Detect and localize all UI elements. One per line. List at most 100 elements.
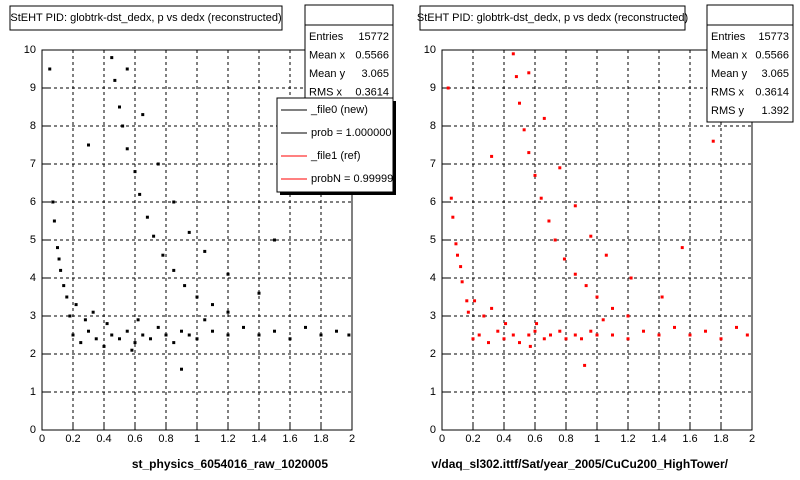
stats-value: 3.065: [361, 68, 389, 80]
point: [94, 337, 98, 341]
chart-title: StEHT PID: globtrk-dst_dedx, p vs dedx (…: [10, 12, 281, 24]
point: [118, 337, 121, 341]
stats-value: 1.392: [761, 105, 789, 117]
point: [533, 173, 537, 177]
point: [152, 234, 156, 238]
point: [138, 192, 142, 196]
x-tick-label: 1.2: [220, 433, 235, 445]
point: [595, 333, 599, 337]
point: [68, 314, 72, 318]
x-tick-label: 1.4: [651, 433, 666, 445]
y-tick-label: 10: [24, 44, 36, 56]
point: [149, 337, 152, 341]
stats-value: 15772: [358, 31, 389, 43]
point: [459, 265, 463, 269]
point: [735, 325, 738, 329]
point: [91, 310, 95, 314]
title-box: [9, 5, 283, 31]
x-tick-label: 0.4: [96, 433, 111, 445]
point: [660, 295, 664, 299]
legend-box: [276, 97, 394, 193]
y-tick-label: 10: [424, 44, 436, 56]
point: [680, 246, 684, 250]
point: [745, 333, 749, 337]
chart-title: StEHT PID: globtrk-dst_dedx, p vs dedx (…: [417, 12, 688, 24]
point: [51, 200, 55, 204]
point: [611, 306, 614, 310]
y-tick-label: 2: [30, 348, 36, 360]
x-axis-label: st_physics_6054016_raw_1020005: [132, 457, 328, 471]
y-tick-label: 0: [30, 424, 36, 436]
point: [589, 234, 593, 238]
point: [477, 333, 481, 337]
plot-frame: [41, 49, 353, 431]
point: [59, 268, 63, 272]
point: [583, 363, 587, 367]
x-tick-label: 2: [749, 433, 755, 445]
point: [211, 329, 214, 333]
point: [288, 337, 292, 341]
point: [573, 333, 577, 337]
y-tick-label: 4: [430, 272, 436, 284]
stats-label: Entries: [711, 31, 746, 43]
point: [502, 337, 506, 341]
point: [141, 333, 145, 337]
point: [79, 341, 83, 345]
point: [335, 329, 338, 333]
y-tick-label: 1: [30, 386, 36, 398]
point: [133, 341, 137, 345]
point: [451, 215, 455, 219]
point: [504, 322, 508, 326]
x-axis-label: v/daq_sl302.ittf/Sat/year_2005/CuCu200_H…: [431, 457, 728, 471]
point: [465, 299, 469, 303]
point: [195, 295, 199, 299]
point: [558, 329, 562, 333]
point: [125, 67, 129, 71]
y-tick-label: 5: [430, 234, 436, 246]
x-tick-label: 1: [194, 433, 200, 445]
legend-label: _file0 (new): [310, 104, 368, 116]
x-tick-label: 1.6: [282, 433, 297, 445]
point: [580, 337, 583, 341]
y-tick-label: 8: [430, 120, 436, 132]
point: [110, 333, 114, 337]
legend-label: prob = 1.000000: [311, 127, 391, 139]
point: [527, 333, 531, 337]
point: [156, 325, 160, 329]
x-tick-label: 1.6: [682, 433, 697, 445]
point: [102, 344, 106, 348]
point: [156, 162, 160, 166]
point: [183, 284, 187, 288]
point: [657, 333, 661, 337]
stats-value: 3.065: [761, 68, 789, 80]
x-tick-label: 0.6: [527, 433, 542, 445]
point: [539, 196, 543, 200]
stats-label: RMS x: [309, 86, 343, 98]
point: [74, 303, 78, 307]
point: [57, 257, 61, 261]
point: [113, 78, 117, 82]
point: [547, 219, 551, 223]
point: [487, 341, 490, 345]
x-tick-label: 0.2: [65, 433, 80, 445]
point: [118, 105, 121, 109]
x-tick-label: 0.2: [465, 433, 480, 445]
point: [589, 329, 593, 333]
point: [242, 325, 245, 329]
point: [711, 139, 715, 143]
point: [473, 299, 477, 303]
point: [187, 230, 191, 234]
x-tick-label: 1.8: [313, 433, 328, 445]
point: [52, 219, 56, 223]
point: [125, 147, 129, 151]
y-tick-label: 7: [30, 158, 36, 170]
point: [454, 242, 458, 246]
point: [533, 329, 537, 333]
point: [604, 253, 608, 257]
point: [471, 337, 475, 341]
point: [164, 333, 168, 337]
point: [528, 344, 532, 348]
point: [187, 333, 191, 337]
point: [482, 314, 486, 318]
point: [145, 215, 149, 219]
